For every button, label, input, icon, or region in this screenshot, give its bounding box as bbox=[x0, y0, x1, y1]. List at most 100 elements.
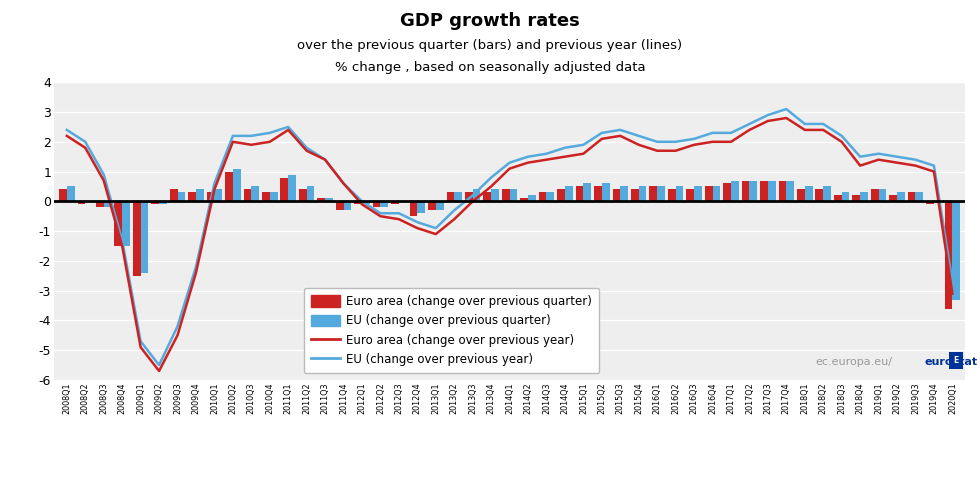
Bar bbox=[815, 189, 823, 201]
Bar bbox=[750, 181, 758, 201]
Bar bbox=[77, 201, 85, 204]
Bar bbox=[583, 183, 591, 201]
Bar bbox=[889, 196, 897, 201]
Bar bbox=[122, 201, 130, 246]
Bar bbox=[270, 193, 277, 201]
Bar bbox=[207, 193, 215, 201]
Bar bbox=[380, 201, 388, 207]
Text: eurostat: eurostat bbox=[924, 357, 977, 366]
Bar bbox=[915, 193, 923, 201]
Bar bbox=[778, 181, 786, 201]
Bar bbox=[344, 201, 351, 210]
Bar bbox=[215, 189, 222, 201]
Bar bbox=[575, 186, 583, 201]
Bar bbox=[805, 186, 812, 201]
Text: E: E bbox=[954, 356, 958, 365]
Bar bbox=[280, 178, 288, 201]
Text: over the previous quarter (bars) and previous year (lines): over the previous quarter (bars) and pre… bbox=[298, 39, 682, 52]
Bar bbox=[879, 189, 886, 201]
Bar bbox=[196, 189, 204, 201]
Bar bbox=[926, 201, 934, 204]
Bar bbox=[140, 201, 148, 273]
Bar bbox=[307, 186, 315, 201]
Bar bbox=[528, 196, 536, 201]
Bar bbox=[786, 181, 794, 201]
Bar bbox=[520, 198, 528, 201]
Bar bbox=[675, 186, 683, 201]
Legend: Euro area (change over previous quarter), EU (change over previous quarter), Eur: Euro area (change over previous quarter)… bbox=[304, 288, 599, 374]
Bar bbox=[731, 181, 739, 201]
Bar bbox=[945, 201, 953, 308]
Bar bbox=[631, 189, 639, 201]
Bar bbox=[834, 196, 842, 201]
Bar bbox=[953, 201, 960, 300]
Bar bbox=[558, 189, 564, 201]
Text: GDP growth rates: GDP growth rates bbox=[400, 12, 580, 30]
Bar bbox=[133, 201, 140, 276]
Text: ec.europa.eu/: ec.europa.eu/ bbox=[815, 357, 892, 366]
Bar bbox=[244, 189, 251, 201]
Bar bbox=[823, 186, 831, 201]
Bar bbox=[428, 201, 436, 210]
Bar bbox=[417, 201, 425, 213]
Bar bbox=[410, 201, 417, 216]
Bar bbox=[288, 175, 296, 201]
Bar bbox=[472, 189, 480, 201]
Bar bbox=[564, 186, 572, 201]
Bar bbox=[723, 183, 731, 201]
Bar bbox=[447, 193, 455, 201]
Bar bbox=[325, 198, 333, 201]
Bar bbox=[768, 181, 775, 201]
Bar bbox=[318, 198, 325, 201]
Text: % change , based on seasonally adjusted data: % change , based on seasonally adjusted … bbox=[335, 61, 645, 75]
Bar bbox=[455, 193, 462, 201]
Bar bbox=[602, 183, 610, 201]
FancyBboxPatch shape bbox=[949, 352, 963, 369]
Bar bbox=[354, 201, 362, 204]
Bar bbox=[336, 201, 344, 210]
Bar bbox=[362, 201, 369, 204]
Bar bbox=[104, 201, 112, 207]
Bar bbox=[705, 186, 712, 201]
Bar bbox=[668, 189, 675, 201]
Bar bbox=[233, 168, 241, 201]
Bar bbox=[59, 189, 67, 201]
Bar bbox=[159, 201, 167, 204]
Bar bbox=[436, 201, 444, 210]
Bar bbox=[151, 201, 159, 204]
Bar bbox=[694, 186, 702, 201]
Bar bbox=[842, 193, 850, 201]
Bar bbox=[225, 171, 233, 201]
Bar bbox=[797, 189, 805, 201]
Bar bbox=[177, 193, 185, 201]
Bar bbox=[251, 186, 259, 201]
Bar bbox=[299, 189, 307, 201]
Bar bbox=[594, 186, 602, 201]
Bar bbox=[502, 189, 510, 201]
Bar bbox=[115, 201, 122, 246]
Bar bbox=[510, 189, 517, 201]
Bar bbox=[639, 186, 647, 201]
Bar bbox=[491, 189, 499, 201]
Bar bbox=[658, 186, 665, 201]
Bar bbox=[650, 186, 658, 201]
Bar bbox=[860, 193, 868, 201]
Bar bbox=[262, 193, 270, 201]
Bar bbox=[620, 186, 628, 201]
Bar bbox=[96, 201, 104, 207]
Bar bbox=[871, 189, 879, 201]
Bar bbox=[897, 193, 905, 201]
Bar bbox=[612, 189, 620, 201]
Bar bbox=[712, 186, 720, 201]
Bar bbox=[465, 193, 472, 201]
Bar bbox=[539, 193, 547, 201]
Bar bbox=[907, 193, 915, 201]
Bar bbox=[742, 181, 750, 201]
Bar bbox=[170, 189, 177, 201]
Bar bbox=[188, 193, 196, 201]
Bar bbox=[547, 193, 555, 201]
Bar bbox=[67, 186, 74, 201]
Bar bbox=[686, 189, 694, 201]
Bar bbox=[483, 193, 491, 201]
Bar bbox=[853, 196, 860, 201]
